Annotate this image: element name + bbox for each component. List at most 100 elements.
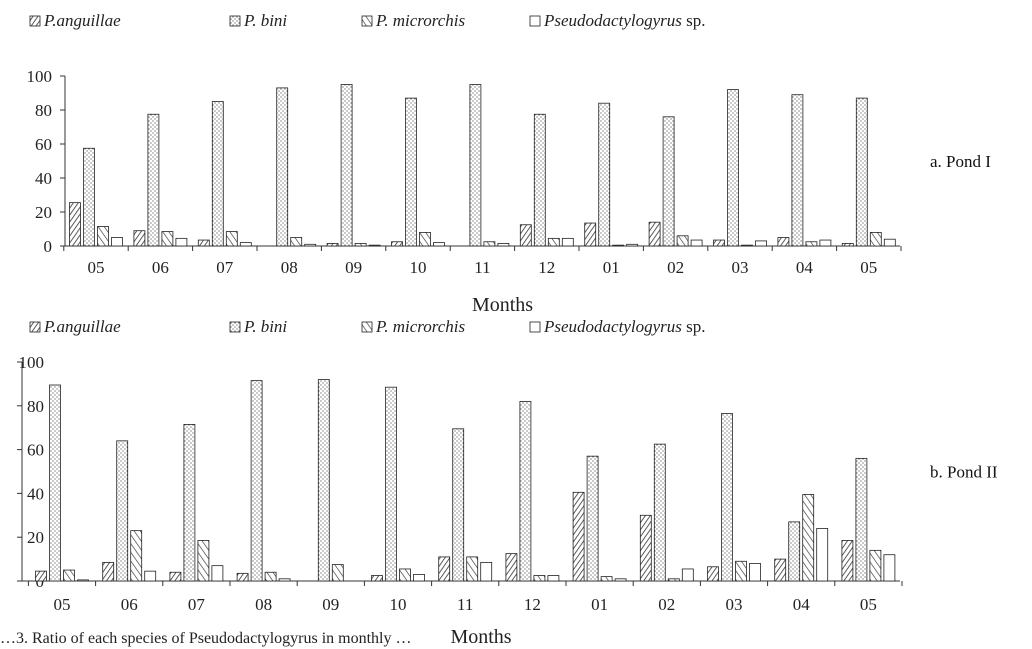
pond1-legend-label-2: P. bini — [243, 11, 287, 30]
pond1-legend-label-4: Pseudodactylogyrus sp. — [543, 11, 705, 30]
pond2-x-tick-label: 10 — [390, 595, 407, 614]
pond1-bar-2-09 — [340, 84, 353, 247]
pond2-legend-label-1: P.anguillae — [43, 317, 121, 336]
pond1-x-tick-label: 10 — [410, 258, 427, 277]
pond2-bar-2-07 — [183, 424, 196, 582]
pond1-bar-3-03 — [741, 244, 753, 247]
pond2-x-tick-label: 04 — [793, 595, 811, 614]
pond1-y-tick-label: 60 — [35, 135, 52, 154]
pond1-bar-2-04 — [791, 94, 804, 247]
pond1-bar-2-07 — [211, 101, 224, 247]
pond1-bar-3-05 — [869, 231, 882, 247]
pond1-bar-1-10 — [391, 241, 403, 247]
pond1-bar-1-07 — [197, 239, 210, 247]
pond2-bar-1-11 — [438, 556, 451, 582]
pond1-x-tick-label: 12 — [538, 258, 555, 277]
pond2-bar-3-08 — [264, 571, 277, 582]
pond1-bar-3-10 — [419, 231, 431, 247]
pond1-bar-2-11 — [469, 84, 482, 247]
pond1-x-tick-label: 02 — [667, 258, 684, 277]
pond2-y-tick-label: 20 — [27, 528, 44, 547]
pond1-x-tick-label: 08 — [281, 258, 298, 277]
pond2-bar-4-03 — [749, 563, 761, 582]
pond1-bar-1-12 — [519, 224, 532, 247]
pond1-bar-3-11 — [483, 241, 496, 247]
pond2-legend-label-3: P. microrchis — [375, 317, 465, 336]
chart-pond-1: P.anguillae P. bini P. microrchis Pseudodac… — [27, 11, 992, 316]
pond2-bar-1-02 — [639, 514, 652, 582]
pond2-bar-2-06 — [116, 440, 129, 582]
pond1-bar-3-05 — [97, 226, 109, 247]
pond2-x-tick-label: 05 — [860, 595, 877, 614]
pond2-x-tick-label: 11 — [457, 595, 473, 614]
pond1-x-tick-label: 04 — [796, 258, 814, 277]
pond2-bar-4-10 — [413, 574, 425, 582]
pond1-bar-3-01 — [612, 244, 625, 247]
pond1-bar-3-04 — [805, 241, 818, 247]
pond2-bar-4-11 — [480, 561, 493, 582]
pond2-bar-1-05 — [35, 570, 47, 582]
pond1-bar-2-10 — [405, 97, 417, 247]
pond1-x-tick-label: 07 — [216, 258, 234, 277]
pond1-bar-3-02 — [676, 235, 689, 247]
pond2-legend-swatch-4 — [529, 321, 541, 333]
pond2-panel-label: b. Pond II — [930, 463, 998, 482]
pond2-legend-swatch-1 — [29, 321, 41, 333]
pond2-bar-4-05 — [883, 554, 896, 582]
pond2-y-tick-label: 80 — [27, 397, 44, 416]
pond1-bar-4-02 — [690, 239, 703, 247]
pond1-bar-1-09 — [326, 243, 339, 247]
pond2-bar-4-01 — [614, 578, 627, 582]
pond2-y-tick-label: 100 — [19, 353, 45, 372]
pond2-x-tick-label: 08 — [255, 595, 272, 614]
pond2-bar-4-06 — [144, 570, 157, 582]
pond1-bar-4-03 — [755, 240, 767, 247]
pond1-y-tick-label: 100 — [27, 67, 53, 86]
pond1-legend-swatch-2 — [229, 15, 241, 27]
pond1-bar-2-05 — [855, 97, 868, 247]
pond2-y-tick-label: 40 — [27, 484, 44, 503]
pond2-bar-3-04 — [802, 494, 815, 582]
pond2-bar-3-12 — [533, 575, 546, 582]
pond2-bar-3-10 — [399, 568, 411, 582]
pond1-bar-1-03 — [713, 239, 725, 247]
pond2-bar-3-01 — [600, 576, 613, 582]
pond1-bar-1-05 — [841, 243, 854, 247]
pond2-x-tick-label: 06 — [121, 595, 138, 614]
pond1-bar-1-01 — [584, 222, 597, 247]
pond2-bar-3-05 — [63, 569, 75, 582]
pond1-legend-swatch-3 — [361, 15, 373, 27]
pond1-x-axis-title: Months — [472, 294, 533, 316]
pond1-bar-4-01 — [626, 243, 639, 247]
pond2-bar-1-05 — [841, 540, 854, 582]
pond2-legend-swatch-3 — [361, 321, 373, 333]
pond2-bar-1-01 — [572, 491, 585, 582]
pond1-legend-label-3: P. microrchis — [375, 11, 465, 30]
pond1-legend-swatch-4 — [529, 15, 541, 27]
pond1-bar-3-12 — [547, 237, 560, 247]
pond2-bar-2-12 — [519, 401, 532, 582]
pond1-bar-1-04 — [777, 237, 790, 247]
pond2-bar-4-12 — [547, 575, 560, 582]
pond2-bar-1-10 — [371, 575, 383, 582]
pond1-y-tick-label: 20 — [35, 203, 52, 222]
pond1-panel-label: a. Pond I — [930, 152, 991, 171]
pond2-x-tick-label: 01 — [591, 595, 608, 614]
pond1-bar-4-06 — [175, 237, 188, 247]
pond1-bar-2-12 — [533, 113, 546, 247]
pond2-y-tick-label: 60 — [27, 441, 44, 460]
pond1-bar-2-01 — [598, 102, 611, 247]
pond1-bar-4-05 — [883, 238, 896, 247]
pond2-bar-1-12 — [505, 553, 518, 582]
pond2-bar-1-06 — [102, 561, 115, 582]
pond2-bar-2-11 — [452, 428, 465, 582]
pond2-bar-2-03 — [721, 413, 733, 582]
pond1-bar-3-06 — [161, 231, 174, 247]
pond1-y-tick-label: 40 — [35, 169, 52, 188]
pond1-bar-2-08 — [276, 87, 289, 247]
pond1-bar-2-05 — [83, 147, 95, 247]
pond1-bar-3-08 — [290, 237, 303, 247]
pond2-bar-3-11 — [466, 556, 479, 582]
pond2-bar-3-05 — [869, 549, 882, 582]
